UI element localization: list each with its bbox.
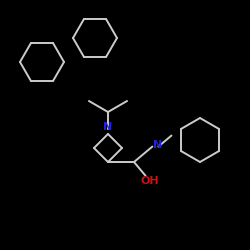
Text: OH: OH xyxy=(140,176,159,186)
Text: N: N xyxy=(153,140,162,149)
Text: N: N xyxy=(104,122,112,132)
